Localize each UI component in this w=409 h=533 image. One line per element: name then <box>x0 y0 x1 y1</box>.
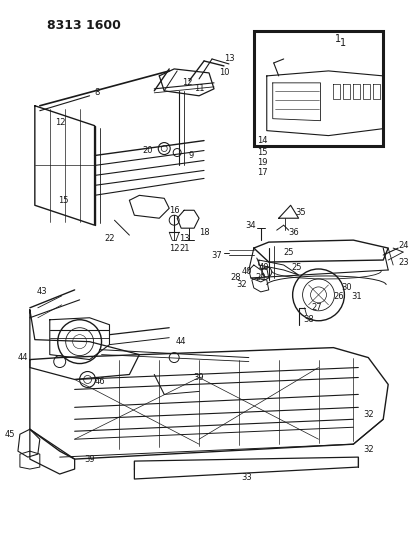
Text: 38: 38 <box>302 315 313 324</box>
Text: 22: 22 <box>104 233 115 243</box>
Text: 8: 8 <box>94 88 100 98</box>
Text: 15: 15 <box>256 148 267 157</box>
Text: 44: 44 <box>17 353 28 362</box>
Text: 17: 17 <box>256 168 267 177</box>
Text: 28: 28 <box>230 273 240 282</box>
Text: 29: 29 <box>255 273 265 282</box>
Text: 23: 23 <box>397 257 408 266</box>
Text: 19: 19 <box>256 158 267 167</box>
Text: 9: 9 <box>188 151 193 160</box>
Bar <box>253 31 382 146</box>
Text: 39: 39 <box>193 373 204 382</box>
Text: 25: 25 <box>291 263 301 272</box>
Text: 15: 15 <box>58 196 68 205</box>
Text: 18: 18 <box>198 228 209 237</box>
Text: 27: 27 <box>310 303 321 312</box>
Text: 16: 16 <box>169 206 179 215</box>
Text: 40: 40 <box>241 268 252 277</box>
Text: 11: 11 <box>193 84 204 93</box>
Text: 33: 33 <box>241 473 252 481</box>
Text: 12: 12 <box>169 244 179 253</box>
Text: 32: 32 <box>362 445 373 454</box>
Text: 26: 26 <box>332 293 343 301</box>
Text: 25: 25 <box>283 247 293 256</box>
Text: 39: 39 <box>84 455 95 464</box>
Text: 46: 46 <box>94 377 105 386</box>
Text: 21: 21 <box>178 244 189 253</box>
Text: 12: 12 <box>55 118 65 127</box>
Text: 1: 1 <box>335 34 341 44</box>
Text: 44: 44 <box>175 337 186 346</box>
Text: 24: 24 <box>397 240 408 249</box>
Text: 37: 37 <box>211 251 222 260</box>
Text: 43: 43 <box>36 287 47 296</box>
Text: 36: 36 <box>288 228 298 237</box>
Text: 45: 45 <box>4 430 15 439</box>
Text: 31: 31 <box>350 293 361 301</box>
Text: 32: 32 <box>362 410 373 419</box>
Text: 10: 10 <box>218 68 229 77</box>
Text: 14: 14 <box>256 136 267 145</box>
Text: 8313 1600: 8313 1600 <box>47 19 120 32</box>
Text: 1: 1 <box>339 38 346 48</box>
Text: 40: 40 <box>258 263 268 272</box>
Text: 12: 12 <box>182 78 192 87</box>
Text: 13: 13 <box>178 233 189 243</box>
Text: 13: 13 <box>223 54 234 63</box>
Text: 20: 20 <box>142 146 152 155</box>
Text: 35: 35 <box>294 208 305 217</box>
Text: 30: 30 <box>340 284 351 293</box>
Text: 34: 34 <box>245 221 256 230</box>
Text: 32: 32 <box>236 280 246 289</box>
